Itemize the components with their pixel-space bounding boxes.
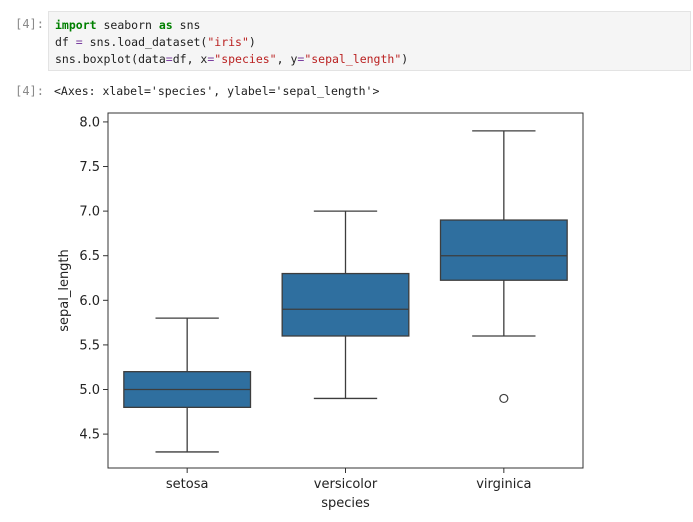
boxplot-chart: 4.5 5.0 5.5 6.0 6.5 7.0 7.5 8.0 setosa versicolor… (57, 112, 584, 511)
y-tick-label: 6.5 (79, 249, 100, 264)
code-token: = (75, 35, 83, 49)
code-token: "iris" (207, 35, 249, 49)
code-editor[interactable]: import seaborn as sns df = sns.load_datas… (48, 11, 691, 71)
y-tick-label: 8.0 (79, 115, 100, 130)
code-token: ) (248, 35, 256, 49)
y-tick-label: 5.5 (79, 338, 100, 353)
code-token: sns.boxplot(data (55, 52, 166, 66)
y-tick-label: 5.0 (79, 383, 100, 398)
y-axis-label: sepal_length (57, 249, 72, 332)
x-tick-label: versicolor (314, 477, 378, 492)
code-token: ) (401, 52, 409, 66)
code-token: sns.load_dataset( (82, 35, 208, 49)
code-line: df = sns.load_dataset("iris") (55, 34, 684, 51)
input-cell[interactable]: [4]: import seaborn as sns df = sns.load_… (0, 11, 693, 71)
code-token: "sepal_length" (304, 52, 402, 66)
x-tick-label: setosa (166, 477, 209, 492)
output-text: <Axes: xlabel='species', ylabel='sepal_l… (54, 84, 380, 98)
code-line: import seaborn as sns (55, 17, 684, 34)
x-tick-label: virginica (476, 477, 531, 492)
output-cell: [4]: <Axes: xlabel='species', ylabel='se… (0, 82, 693, 522)
code-token: sns (172, 18, 201, 32)
code-token: df (55, 35, 76, 49)
box-versicolor (281, 272, 410, 337)
code-line: sns.boxplot(data=df, x="species", y="sep… (55, 51, 684, 68)
code-token: , y (276, 52, 298, 66)
code-token: "species" (214, 52, 277, 66)
x-axis-label: species (321, 496, 370, 511)
code-token: seaborn (96, 18, 159, 32)
output-prompt: [4]: (15, 84, 44, 98)
code-token: as (158, 18, 173, 32)
outlier-point (499, 393, 509, 404)
y-tick-label: 7.5 (79, 160, 100, 175)
box-virginica (439, 219, 568, 281)
code-token: = (297, 52, 305, 66)
y-tick-label: 7.0 (79, 205, 100, 220)
code-token: = (165, 52, 173, 66)
y-tick-label: 6.0 (79, 294, 100, 309)
y-tick-label: 4.5 (79, 428, 100, 443)
code-token: import (55, 18, 97, 32)
input-prompt: [4]: (15, 17, 44, 31)
code-token: df, x (172, 52, 208, 66)
code-token: = (207, 52, 215, 66)
